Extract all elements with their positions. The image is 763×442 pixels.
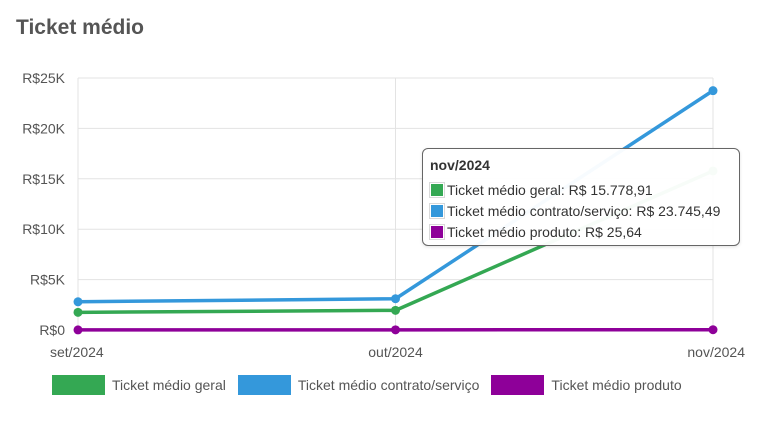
card-title: Ticket médio <box>16 16 144 39</box>
x-tick-label: out/2024 <box>368 344 423 360</box>
legend-label: Ticket médio contrato/serviço <box>297 377 480 393</box>
x-axis-ticks: set/2024 out/2024 nov/2024 <box>50 344 745 360</box>
data-point[interactable] <box>391 305 400 315</box>
data-point[interactable] <box>708 325 718 335</box>
legend-swatch <box>491 375 545 395</box>
y-tick-label: R$25K <box>22 70 65 86</box>
legend-item-produto[interactable]: Ticket médio produto <box>491 375 682 395</box>
tooltip-text: Ticket médio produto: R$ 25,64 <box>447 223 642 240</box>
tooltip-swatch <box>429 223 445 240</box>
tooltip-text: Ticket médio geral: R$ 15.778,91 <box>447 181 653 198</box>
tooltip-swatch <box>429 202 445 219</box>
data-point[interactable] <box>73 307 83 317</box>
data-point[interactable] <box>391 294 400 304</box>
data-point[interactable] <box>708 86 718 96</box>
tooltip-row-geral: Ticket médio geral: R$ 15.778,91 <box>429 179 731 200</box>
x-tick-label: set/2024 <box>50 344 104 360</box>
data-point[interactable] <box>391 325 400 335</box>
y-tick-label: R$15K <box>22 171 65 187</box>
tooltip-row-produto: Ticket médio produto: R$ 25,64 <box>429 221 731 242</box>
data-point[interactable] <box>73 325 83 335</box>
y-tick-label: R$20K <box>22 120 65 136</box>
tooltip-swatch <box>429 181 445 198</box>
legend-swatch <box>237 375 291 395</box>
y-tick-label: R$10K <box>22 221 65 237</box>
tooltip-text: Ticket médio contrato/serviço: R$ 23.745… <box>447 202 721 219</box>
legend-label: Ticket médio produto <box>551 377 682 393</box>
tooltip-row-contrato-servico: Ticket médio contrato/serviço: R$ 23.745… <box>429 200 731 221</box>
legend-swatch <box>52 375 105 395</box>
y-tick-label: R$0 <box>39 322 65 338</box>
chart-tooltip: nov/2024 Ticket médio geral: R$ 15.778,9… <box>422 148 740 246</box>
y-tick-label: R$5K <box>30 272 66 288</box>
tooltip-title: nov/2024 <box>430 157 490 173</box>
legend: Ticket médio geral Ticket médio contrato… <box>52 375 694 395</box>
legend-item-contrato-servico[interactable]: Ticket médio contrato/serviço <box>237 375 480 395</box>
data-point[interactable] <box>73 297 83 307</box>
y-axis-ticks: R$0 R$5K R$10K R$15K R$20K R$25K <box>22 70 65 338</box>
legend-label: Ticket médio geral <box>112 377 226 393</box>
x-tick-label: nov/2024 <box>687 344 745 360</box>
legend-item-geral[interactable]: Ticket médio geral <box>52 375 226 395</box>
